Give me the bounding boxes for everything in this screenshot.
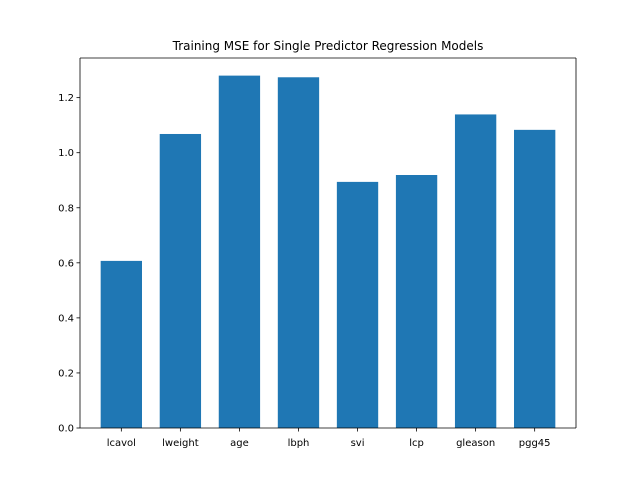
bars-layer [100,75,556,429]
chart-title: Training MSE for Single Predictor Regres… [172,39,484,53]
y-tick-label: 0.6 [58,258,74,269]
bar-svi [336,181,379,428]
x-axis-ticks: lcavol lweight age lbph svi lcp gleason pgg45 [107,428,551,449]
y-tick-label: 0.2 [58,368,74,379]
bar-lweight [159,133,202,428]
axes-layer [79,57,577,429]
y-tick-label: 0.0 [58,424,74,435]
x-tick-label-gleason: gleason [456,438,495,449]
x-tick-label-lcp: lcp [409,438,424,449]
y-tick-label: 1.0 [58,148,74,159]
bar-lbph [277,77,320,428]
x-tick-label-lcavol: lcavol [107,438,136,449]
bar-lcp [395,175,438,428]
x-tick-label-lweight: lweight [162,438,199,449]
bar-gleason [454,114,497,429]
x-tick-label-pgg45: pgg45 [519,438,551,449]
x-tick-label-lbph: lbph [288,438,310,449]
y-tick-label: 0.4 [58,313,74,324]
x-tick-label-svi: svi [351,438,365,449]
bar-pgg45 [514,129,556,429]
bar-age [218,75,261,428]
y-tick-label: 1.2 [58,93,74,104]
bar-lcavol [100,260,142,428]
y-tick-label: 0.8 [58,203,74,214]
x-tick-label-age: age [230,438,249,449]
y-axis-ticks: 0.0 0.2 0.4 0.6 0.8 1.0 1.2 [58,93,80,435]
